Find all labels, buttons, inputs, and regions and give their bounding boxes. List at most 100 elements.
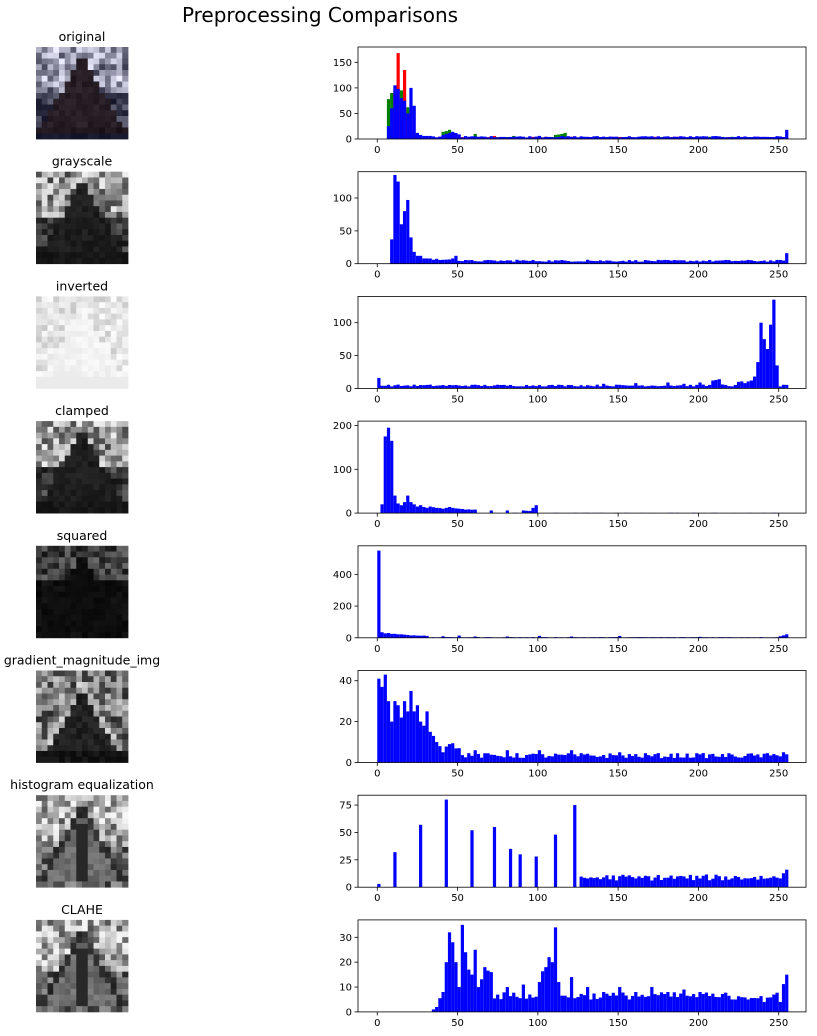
histogram-bar [489,972,493,1012]
x-tick-label: 200 [689,270,708,281]
histogram-bar [775,259,779,264]
histogram-bar [785,634,789,638]
histogram-bar [518,386,522,389]
histogram-bar [557,754,561,763]
histogram-bar [634,383,638,389]
histogram-bar [377,883,381,888]
histogram-bar [736,996,741,1012]
histogram-bar [720,260,725,264]
histogram-bar [573,261,577,264]
histogram-bar [409,87,413,139]
figure-title: Preprocessing Comparisons [182,3,458,27]
histogram-bar [419,721,423,763]
histogram-bar [480,979,484,1012]
y-tick-label: 0 [346,883,352,894]
histogram-bar [740,879,744,888]
histogram-bar [736,757,741,763]
histogram-bar [396,705,400,763]
histogram-bar [406,199,410,264]
histogram-bar [573,136,577,139]
histogram-bar [765,753,770,763]
histogram-bar [483,967,487,1012]
histogram-bar [749,753,754,763]
histogram-bar [492,998,497,1012]
histogram-bar [595,384,599,389]
histogram-bar [785,869,789,888]
histogram-bar [749,260,754,264]
histogram-bar [419,385,423,389]
histogram-bar [781,635,786,638]
histogram-bar [463,259,468,264]
histogram-bar [765,136,770,139]
histogram-bar [460,386,464,389]
histogram-bar [685,137,689,139]
axes-frame [357,46,807,140]
x-tick-label: 200 [689,1018,708,1029]
histogram-bar [704,874,709,888]
histogram-bar [653,261,657,264]
histogram-bar [415,506,420,514]
histogram-bar [611,386,615,389]
histogram-bar [672,136,676,139]
histogram-bar [785,129,789,139]
histogram-bar [505,636,509,638]
x-tick-label: 0 [374,145,380,156]
histogram-bar [724,259,728,264]
histogram-bar [441,385,445,389]
histogram-bar [589,755,593,763]
histogram-bar [685,878,689,888]
histogram-bar [634,137,638,139]
histogram-bar [637,876,641,888]
histogram-bar [406,113,410,139]
histogram-bar [714,260,718,264]
histogram-bar [480,136,484,139]
histogram-bar [412,635,416,638]
histogram-bar [438,260,442,264]
histogram-bar [541,137,545,139]
histogram-bar [701,875,705,888]
histogram-bar [701,384,705,389]
histogram-bar [586,753,590,763]
histogram-bar [663,877,667,888]
histogram-bar [608,136,612,139]
histogram-bar [608,879,612,888]
histogram-bar [518,260,522,264]
histogram-bar [634,992,638,1012]
histogram-bar [431,1009,436,1012]
histogram-bar [650,260,654,264]
histogram-bar [698,382,702,389]
histogram-bar [409,690,413,763]
histogram-bar [512,136,516,139]
histogram-bar [470,755,474,763]
histogram-bar [425,635,429,638]
histogram-bar [441,508,445,514]
x-tick-label: 0 [374,769,380,780]
x-tick-label: 100 [528,1018,547,1029]
histogram-bar [534,996,538,1012]
histogram-bar [611,136,615,139]
histogram-bar [431,386,436,389]
histogram-bar [598,879,603,888]
histogram-bar [435,742,439,763]
histogram-bar [688,260,692,264]
sign-image [36,795,129,888]
histogram-bar [640,757,644,763]
x-tick-label: 100 [528,644,547,655]
histogram-bar [396,88,400,139]
histogram-bar [402,100,407,139]
x-tick-label: 0 [374,270,380,281]
panel-3: inverted 0 50 100 150 200 250 0 50 100 [36,278,807,405]
histogram-bar [399,505,403,514]
histogram-bar [435,137,439,139]
histogram-bar [393,85,397,139]
histogram-bar [444,962,448,1012]
histogram-bar [708,754,712,763]
x-tick-label: 200 [689,394,708,405]
histogram-bar [406,711,410,763]
y-tick-label: 0 [346,633,352,644]
sign-image [36,919,129,1013]
histogram-bar [630,137,635,139]
x-tick-label: 50 [451,270,464,281]
histogram-bar [467,136,471,139]
histogram-bar [550,756,554,763]
